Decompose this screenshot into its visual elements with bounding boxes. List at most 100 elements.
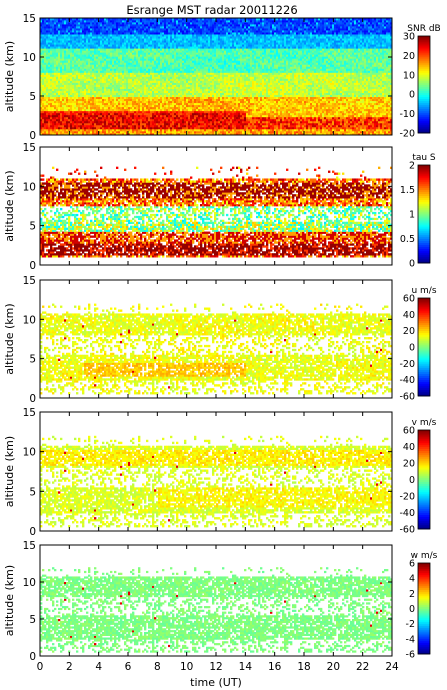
heatmap-cell (174, 108, 177, 112)
heatmap-cell (46, 34, 49, 37)
heatmap-cell (88, 32, 91, 35)
heatmap-cell (66, 78, 69, 81)
heatmap-cell (110, 24, 113, 27)
heatmap-cell (160, 118, 163, 122)
heatmap-cell (70, 130, 73, 134)
heatmap-cell (58, 104, 61, 108)
heatmap-cell (186, 86, 189, 89)
heatmap-cell (78, 42, 81, 45)
heatmap-cell (164, 36, 167, 39)
heatmap-cell (194, 116, 197, 120)
heatmap-cell (116, 100, 119, 104)
heatmap-cell (148, 66, 151, 69)
heatmap-cell (156, 74, 159, 77)
heatmap-cell (166, 46, 169, 49)
heatmap-cell (92, 126, 95, 130)
heatmap-cell (198, 72, 201, 75)
heatmap-cell (170, 44, 173, 47)
heatmap-cell (90, 90, 93, 93)
heatmap-cell (44, 114, 47, 118)
heatmap-cell (174, 70, 177, 73)
heatmap-cell (140, 46, 143, 49)
heatmap-cell (140, 82, 143, 85)
heatmap-cell (150, 18, 153, 21)
heatmap-cell (154, 130, 157, 134)
heatmap-cell (72, 48, 75, 51)
heatmap-cell (108, 58, 111, 61)
heatmap-cell (136, 76, 139, 79)
heatmap-cell (210, 112, 213, 116)
heatmap-cell (106, 26, 109, 29)
heatmap-cell (146, 74, 149, 77)
heatmap-cell (180, 112, 183, 116)
heatmap-cell (82, 50, 85, 53)
heatmap-cell (142, 118, 145, 122)
heatmap-cell (146, 104, 149, 108)
heatmap-cell (68, 38, 71, 41)
heatmap-cell (186, 82, 189, 85)
heatmap-cell (152, 72, 155, 75)
heatmap-cell (146, 62, 149, 65)
heatmap-cell (104, 74, 107, 77)
heatmap-cell (110, 106, 113, 110)
heatmap-cell (202, 50, 205, 53)
heatmap-cell (138, 28, 141, 31)
heatmap-cell (208, 80, 211, 83)
heatmap-cell (180, 96, 183, 100)
heatmap-cell (174, 60, 177, 63)
heatmap-cell (186, 64, 189, 67)
heatmap-cell (132, 62, 135, 65)
heatmap-cell (194, 40, 197, 43)
heatmap-cell (158, 60, 161, 63)
heatmap-cell (84, 84, 87, 87)
heatmap-cell (152, 78, 155, 81)
heatmap-cell (156, 110, 159, 114)
heatmap-cell (82, 74, 85, 77)
heatmap-cell (202, 28, 205, 31)
heatmap-cell (144, 96, 147, 100)
heatmap-cell (150, 42, 153, 45)
heatmap-cell (70, 46, 73, 49)
heatmap-cell (210, 104, 213, 108)
heatmap-cell (162, 90, 165, 93)
heatmap-cell (198, 58, 201, 61)
heatmap-cell (152, 24, 155, 27)
heatmap-cell (192, 44, 195, 47)
heatmap-cell (54, 116, 57, 120)
heatmap-cell (46, 132, 49, 135)
heatmap-cell (128, 126, 131, 130)
heatmap-cell (126, 22, 129, 25)
heatmap-cell (180, 52, 183, 55)
heatmap-cell (166, 40, 169, 43)
heatmap-cell (180, 44, 183, 47)
heatmap-cell (126, 128, 129, 132)
heatmap-cell (136, 68, 139, 71)
heatmap-cell (176, 102, 179, 106)
heatmap-cell (54, 112, 57, 116)
heatmap-cell (116, 22, 119, 25)
heatmap-cell (66, 68, 69, 71)
heatmap-cell (144, 94, 147, 98)
heatmap-cell (70, 94, 73, 98)
heatmap-cell (192, 80, 195, 83)
heatmap-cell (166, 132, 169, 135)
heatmap-cell (92, 88, 95, 91)
heatmap-cell (124, 54, 127, 57)
heatmap-cell (110, 64, 113, 67)
heatmap-cell (90, 36, 93, 39)
heatmap-cell (114, 58, 117, 61)
heatmap-cell (148, 126, 151, 130)
heatmap-cell (124, 96, 127, 100)
heatmap-cell (154, 58, 157, 61)
heatmap-cell (112, 94, 115, 98)
heatmap-cell (152, 112, 155, 116)
heatmap-cell (106, 24, 109, 27)
heatmap-cell (136, 44, 139, 47)
heatmap-cell (134, 130, 137, 134)
heatmap-cell (108, 122, 111, 126)
heatmap-cell (148, 100, 151, 104)
heatmap-cell (174, 100, 177, 104)
heatmap-cell (124, 76, 127, 79)
heatmap-cell (70, 38, 73, 41)
